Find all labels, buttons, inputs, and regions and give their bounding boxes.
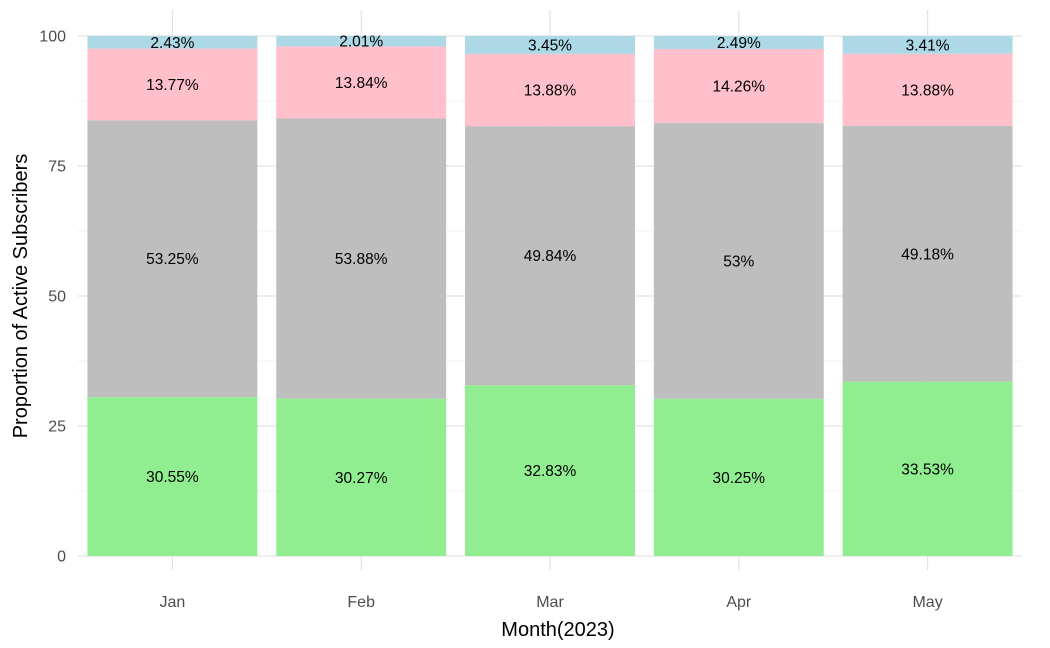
y-tick-label: 0 [57, 549, 66, 566]
data-label: 13.88% [901, 82, 954, 99]
y-tick-label: 100 [39, 29, 66, 46]
bar-segment [465, 126, 635, 386]
data-label: 3.45% [528, 37, 572, 54]
bar-segment [842, 381, 1013, 556]
bar-segment [842, 36, 1013, 54]
data-label: 2.43% [150, 35, 194, 52]
data-label: 2.49% [717, 35, 761, 52]
x-tick-label: May [912, 594, 942, 611]
data-label: 49.18% [901, 246, 954, 263]
x-tick-label: Feb [347, 594, 375, 611]
bar-segment [653, 36, 824, 49]
data-label: 13.84% [335, 75, 388, 92]
y-axis-ticks: 0 25 50 75 100 [39, 29, 66, 566]
bar-segment [465, 385, 635, 556]
y-tick-label: 75 [48, 159, 66, 176]
x-tick-label: Apr [726, 594, 752, 611]
data-label: 30.25% [713, 470, 766, 487]
data-label: 53% [723, 253, 754, 270]
y-axis-title: Proportion of Active Subscribers [10, 154, 32, 439]
bar-segment [465, 36, 635, 54]
bar-segment [653, 48, 824, 124]
x-axis-ticks: Jan Feb Mar Apr May [160, 594, 943, 611]
x-tick-label: Mar [536, 594, 564, 611]
bar-segment [87, 36, 258, 49]
bar-segment [87, 397, 258, 556]
data-label: 2.01% [339, 34, 383, 51]
x-tick-label: Jan [160, 594, 186, 611]
y-tick-label: 50 [48, 289, 66, 306]
bar-segment [276, 118, 447, 399]
bar-segment [87, 48, 258, 121]
data-label: 3.41% [906, 37, 950, 54]
x-axis-title: Month(2023) [501, 619, 614, 641]
data-label: 30.27% [335, 470, 388, 487]
bars [87, 36, 1013, 556]
bar-segment [276, 46, 447, 119]
data-label: 32.83% [524, 463, 577, 480]
y-tick-label: 25 [48, 419, 66, 436]
bar-segment [276, 398, 447, 556]
bar-segment [653, 123, 824, 399]
data-label: 33.53% [901, 461, 954, 478]
data-label: 53.25% [146, 251, 199, 268]
bar-segment [276, 36, 447, 47]
data-label: 13.88% [524, 83, 577, 100]
bar-segment [653, 398, 824, 556]
data-label: 30.55% [146, 469, 199, 486]
bar-segment [842, 53, 1013, 126]
data-label: 13.77% [146, 77, 199, 94]
data-label: 49.84% [524, 248, 577, 265]
bar-segment [465, 53, 635, 127]
data-labels: 30.55% 53.25% 13.77% 2.43% 30.27% 53.88% 13.84… [146, 34, 954, 487]
bar-segment [87, 120, 258, 398]
data-label: 14.26% [713, 79, 766, 96]
data-label: 53.88% [335, 251, 388, 268]
bar-segment [842, 125, 1013, 382]
